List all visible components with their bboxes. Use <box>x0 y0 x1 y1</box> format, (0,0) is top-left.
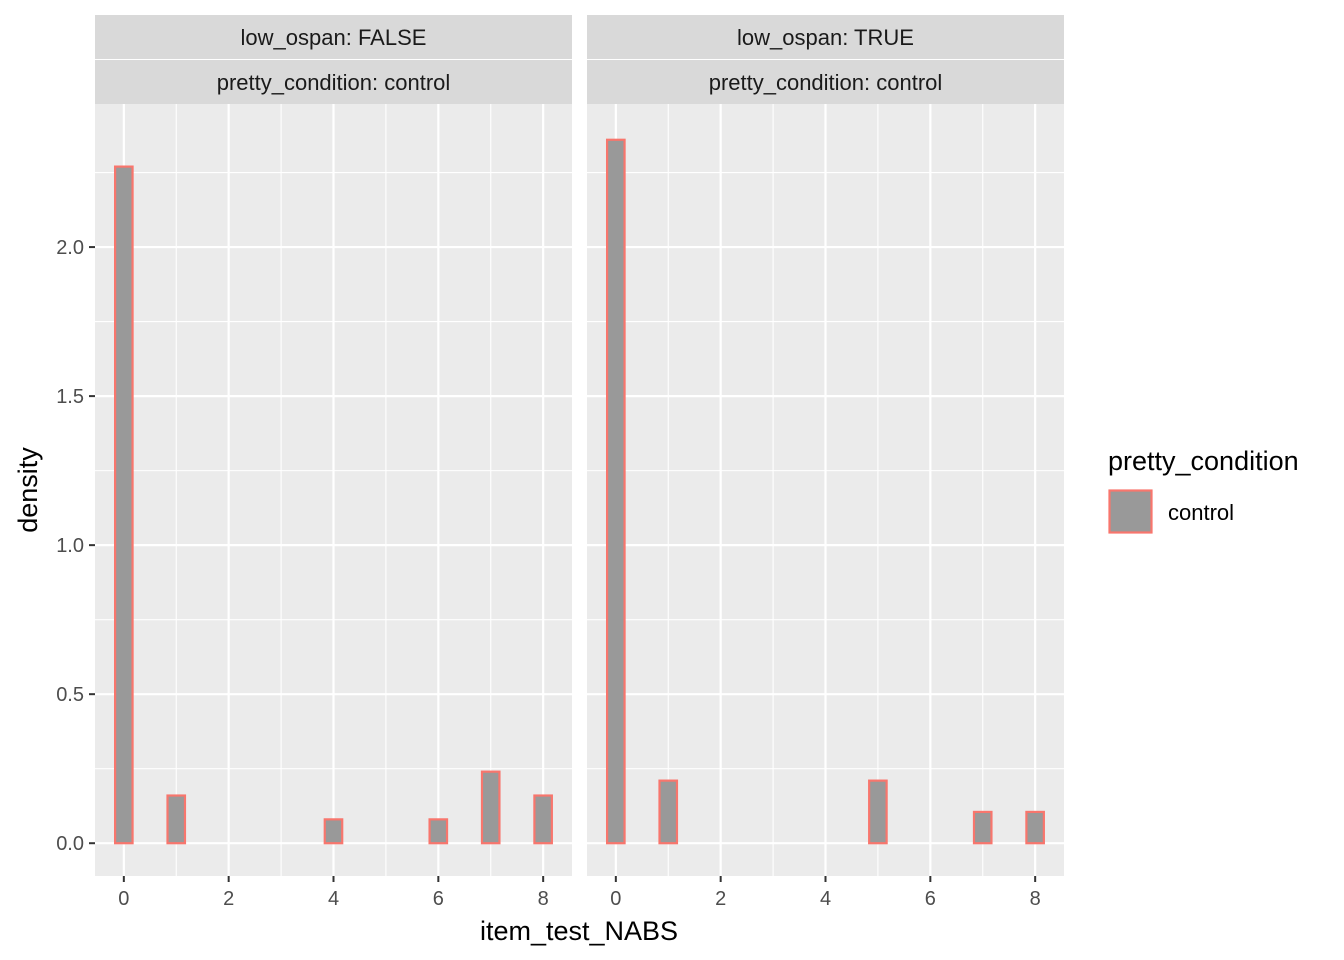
y-tick-label: 2.0 <box>56 237 84 259</box>
x-tick-label: 8 <box>1030 888 1041 910</box>
y-tick-label: 1.0 <box>56 535 84 557</box>
facet-strip-bottom <box>95 60 572 104</box>
facet-strip-top <box>95 15 572 59</box>
x-tick-label: 2 <box>223 888 234 910</box>
histogram-bar <box>1025 810 1045 845</box>
histogram-bar <box>605 138 626 845</box>
x-tick-label: 6 <box>433 888 444 910</box>
legend-label-control: control <box>1168 500 1234 525</box>
x-tick-label: 6 <box>925 888 936 910</box>
y-tick-label: 0.0 <box>56 833 84 855</box>
x-tick-label: 0 <box>118 888 129 910</box>
facet-strip-top <box>587 15 1064 59</box>
facet-strip-top-label: low_ospan: FALSE <box>241 25 427 50</box>
x-tick-label: 4 <box>820 888 831 910</box>
histogram-bar <box>972 810 993 845</box>
y-axis: 0.0 0.5 1.0 1.5 2.0 <box>56 237 95 855</box>
histogram-bar <box>113 165 134 845</box>
histogram-bar <box>428 818 449 845</box>
legend-key-control <box>1108 489 1153 534</box>
histogram-bar <box>658 779 679 845</box>
facet-strip-bottom-label: pretty_condition: control <box>217 70 451 95</box>
y-tick-label: 0.5 <box>56 684 84 706</box>
x-tick-label: 2 <box>715 888 726 910</box>
histogram-bar <box>533 794 553 845</box>
y-tick-label: 1.5 <box>56 386 84 408</box>
legend: pretty_condition control <box>1108 446 1299 534</box>
y-axis-title: density <box>13 447 43 533</box>
histogram-bar <box>323 818 344 845</box>
x-axis-title: item_test_NABS <box>480 916 678 946</box>
x-tick-label: 0 <box>610 888 621 910</box>
histogram-bar <box>166 794 187 845</box>
facet-panel-0: low_ospan: FALSE pretty_condition: contro… <box>95 15 572 910</box>
histogram-bar <box>868 779 888 845</box>
facet-panels: low_ospan: FALSE pretty_condition: contro… <box>95 15 1064 910</box>
x-tick-label: 4 <box>328 888 339 910</box>
x-tick-label: 8 <box>538 888 549 910</box>
legend-title: pretty_condition <box>1108 446 1299 476</box>
facet-strip-top-label: low_ospan: TRUE <box>737 25 914 50</box>
histogram-bar <box>480 770 501 845</box>
facet-strip-bottom-label: pretty_condition: control <box>709 70 943 95</box>
facet-panel-1: low_ospan: TRUE pretty_condition: control… <box>587 15 1064 910</box>
facet-strip-bottom <box>587 60 1064 104</box>
